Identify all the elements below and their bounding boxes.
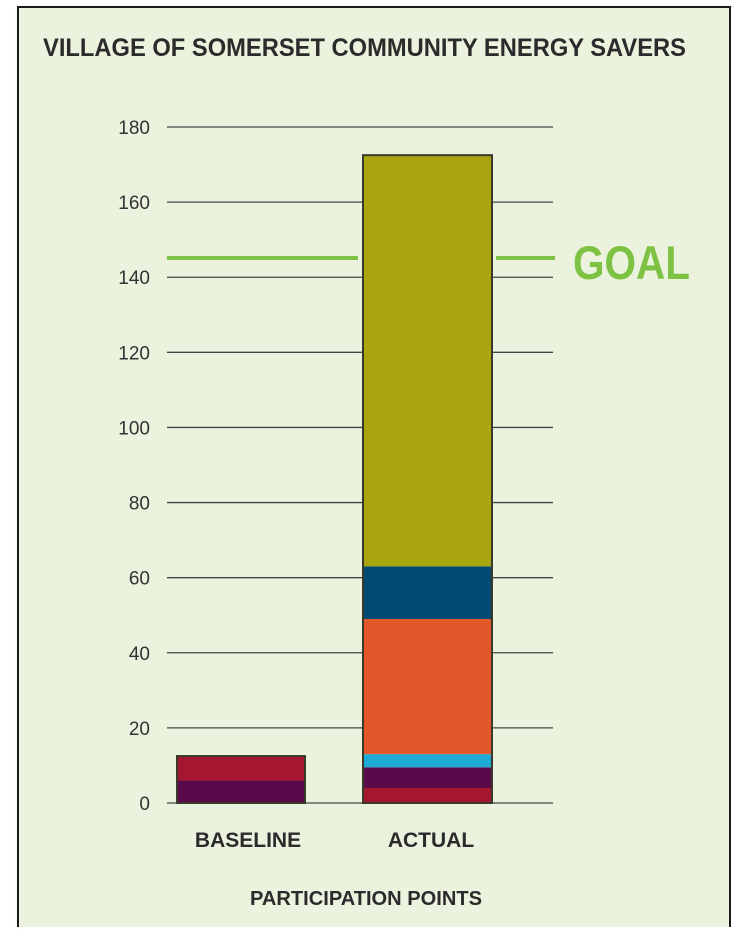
y-tick-label: 100 (118, 418, 150, 439)
y-tick-label: 0 (139, 794, 150, 815)
x-axis-label: PARTICIPATION POINTS (250, 888, 482, 910)
bar-segment-actual (363, 787, 492, 803)
bars (176, 154, 493, 804)
y-tick-label: 20 (129, 719, 150, 740)
y-tick-label: 160 (118, 193, 150, 214)
category-label-actual: ACTUAL (388, 829, 474, 852)
y-tick-label: 180 (118, 118, 150, 139)
category-labels: BASELINE ACTUAL (195, 829, 474, 852)
y-tick-label: 60 (129, 569, 150, 590)
bar-segment-actual (363, 754, 492, 768)
bar-segment-baseline (177, 756, 305, 781)
y-tick-label: 40 (129, 644, 150, 665)
goal-label: GOAL (573, 236, 690, 289)
bar-segment-actual (363, 767, 492, 788)
goal-marker: GOAL (167, 236, 690, 289)
y-tick-labels: 0 20 40 60 80 100 120 140 160 180 (118, 118, 150, 815)
y-tick-label: 80 (129, 494, 150, 515)
y-tick-label: 120 (118, 343, 150, 364)
bar-segment-actual (363, 618, 492, 755)
category-label-baseline: BASELINE (195, 829, 301, 852)
bar-segment-baseline (177, 780, 305, 803)
bar-segment-actual (363, 155, 492, 567)
bar-outline-baseline (176, 755, 306, 804)
chart-title: VILLAGE OF SOMERSET COMMUNITY ENERGY SAV… (43, 34, 686, 62)
bar-segment-actual (363, 566, 492, 619)
gridlines (167, 126, 553, 804)
bar-outline-actual (362, 154, 493, 804)
y-tick-label: 140 (118, 268, 150, 289)
